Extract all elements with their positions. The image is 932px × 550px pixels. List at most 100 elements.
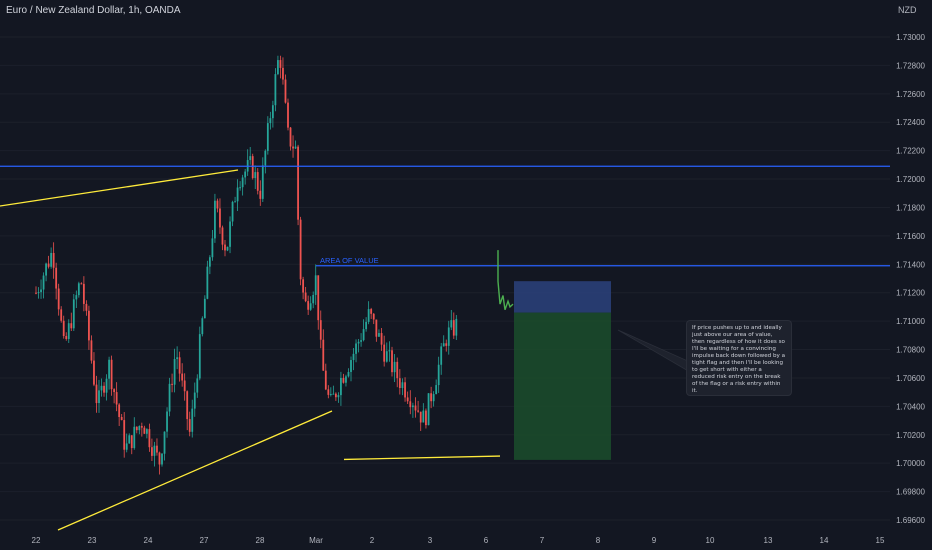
candle-body xyxy=(425,410,427,426)
candle-body xyxy=(271,105,274,119)
candle-body xyxy=(367,309,370,322)
price-tick-label: 1.72600 xyxy=(896,90,925,99)
candle-body xyxy=(417,410,420,412)
candle-body xyxy=(236,187,239,202)
time-tick-label: 14 xyxy=(820,536,829,545)
forecast-path xyxy=(497,250,514,311)
candle-body xyxy=(108,359,110,379)
candle-body xyxy=(249,156,252,161)
candle-body xyxy=(113,389,116,393)
candle-body xyxy=(133,426,136,449)
candle-body xyxy=(317,275,320,321)
time-tick-label: 2 xyxy=(370,536,375,545)
candle-body xyxy=(388,350,391,352)
candle-body xyxy=(322,339,325,371)
candle-body xyxy=(269,118,272,124)
time-tick-label: 15 xyxy=(876,536,885,545)
lower-trendline xyxy=(57,410,333,531)
candle-body xyxy=(166,411,168,432)
candle-body xyxy=(340,377,342,396)
candle-body xyxy=(138,426,141,431)
candle-body xyxy=(35,292,37,294)
candle-body xyxy=(427,393,430,426)
candle-body xyxy=(216,200,219,209)
candle-body xyxy=(380,333,383,345)
candle-body xyxy=(329,394,332,396)
candle-body xyxy=(422,410,425,423)
note-pointer xyxy=(617,329,691,373)
price-tick-label: 1.71000 xyxy=(896,317,925,326)
candle-body xyxy=(297,146,299,220)
candle-body xyxy=(406,397,409,402)
candle-body xyxy=(327,389,330,395)
candle-body xyxy=(50,252,53,267)
candle-body xyxy=(396,361,399,379)
time-axis[interactable]: 22 23 24 27 28 Mar 2 3 6 7 8 9 10 13 14 15 xyxy=(32,536,885,545)
candle-body xyxy=(393,361,396,373)
candle-body xyxy=(398,378,401,388)
price-tick-label: 1.71200 xyxy=(896,289,925,298)
time-tick-label: 28 xyxy=(256,536,265,545)
candle-body xyxy=(173,359,176,385)
candle-body xyxy=(261,165,264,199)
candle-body xyxy=(123,420,126,450)
candle-body xyxy=(208,257,211,267)
candle-body xyxy=(385,351,388,362)
candle-body xyxy=(452,320,455,336)
candle-body xyxy=(105,378,108,393)
price-tick-label: 1.70400 xyxy=(896,402,925,411)
candle-body xyxy=(103,385,105,393)
candle-body xyxy=(437,364,440,386)
candle-body xyxy=(350,360,352,372)
price-tick-label: 1.71600 xyxy=(896,232,925,241)
candle-body xyxy=(455,318,458,336)
candle-body xyxy=(304,292,307,302)
candle-body xyxy=(125,443,128,450)
candle-body xyxy=(287,102,289,128)
candle-body xyxy=(181,373,184,381)
time-tick-label: 9 xyxy=(652,536,657,545)
candle-body xyxy=(188,419,191,432)
candle-body xyxy=(198,334,201,379)
candle-body xyxy=(77,283,80,296)
price-tick-label: 1.72200 xyxy=(896,147,925,156)
candle-body xyxy=(75,295,78,300)
chart-title: Euro / New Zealand Dollar, 1h, OANDA xyxy=(6,5,181,16)
candle-body xyxy=(65,336,68,339)
candle-body xyxy=(414,405,417,411)
candle-body xyxy=(231,201,234,222)
price-tick-label: 1.72000 xyxy=(896,175,925,184)
candle-body xyxy=(375,319,378,337)
candle-body xyxy=(88,310,90,341)
candle-body xyxy=(334,393,337,398)
candle-body xyxy=(360,340,362,342)
upper-trendline xyxy=(0,169,239,207)
stop-loss-zone xyxy=(514,281,611,313)
candle-body xyxy=(183,380,186,392)
candle-body xyxy=(80,283,83,285)
candle-body xyxy=(203,298,206,319)
candle-body xyxy=(312,294,315,304)
time-tick-label: 13 xyxy=(764,536,773,545)
support-line xyxy=(343,455,501,461)
candle-body xyxy=(128,435,131,444)
price-axis[interactable]: 1.73000 1.72800 1.72600 1.72400 1.72200 1.720… xyxy=(896,33,925,525)
note-callout[interactable]: If price pushes up to and ideally just a… xyxy=(686,320,792,396)
candle-body xyxy=(186,391,189,420)
candle-body xyxy=(98,390,100,404)
candle-body xyxy=(135,426,138,431)
candle-body xyxy=(378,333,380,337)
candle-body xyxy=(57,288,60,310)
time-tick-label: 10 xyxy=(706,536,715,545)
candle-body xyxy=(277,60,279,75)
candle-body xyxy=(435,385,438,395)
candle-body xyxy=(224,244,226,251)
candle-body xyxy=(404,382,406,398)
candle-body xyxy=(100,385,103,391)
candle-body xyxy=(289,127,292,147)
price-tick-label: 1.70800 xyxy=(896,346,925,355)
time-tick-label: Mar xyxy=(309,536,323,545)
candle-body xyxy=(419,411,422,423)
candle-body xyxy=(221,227,224,245)
